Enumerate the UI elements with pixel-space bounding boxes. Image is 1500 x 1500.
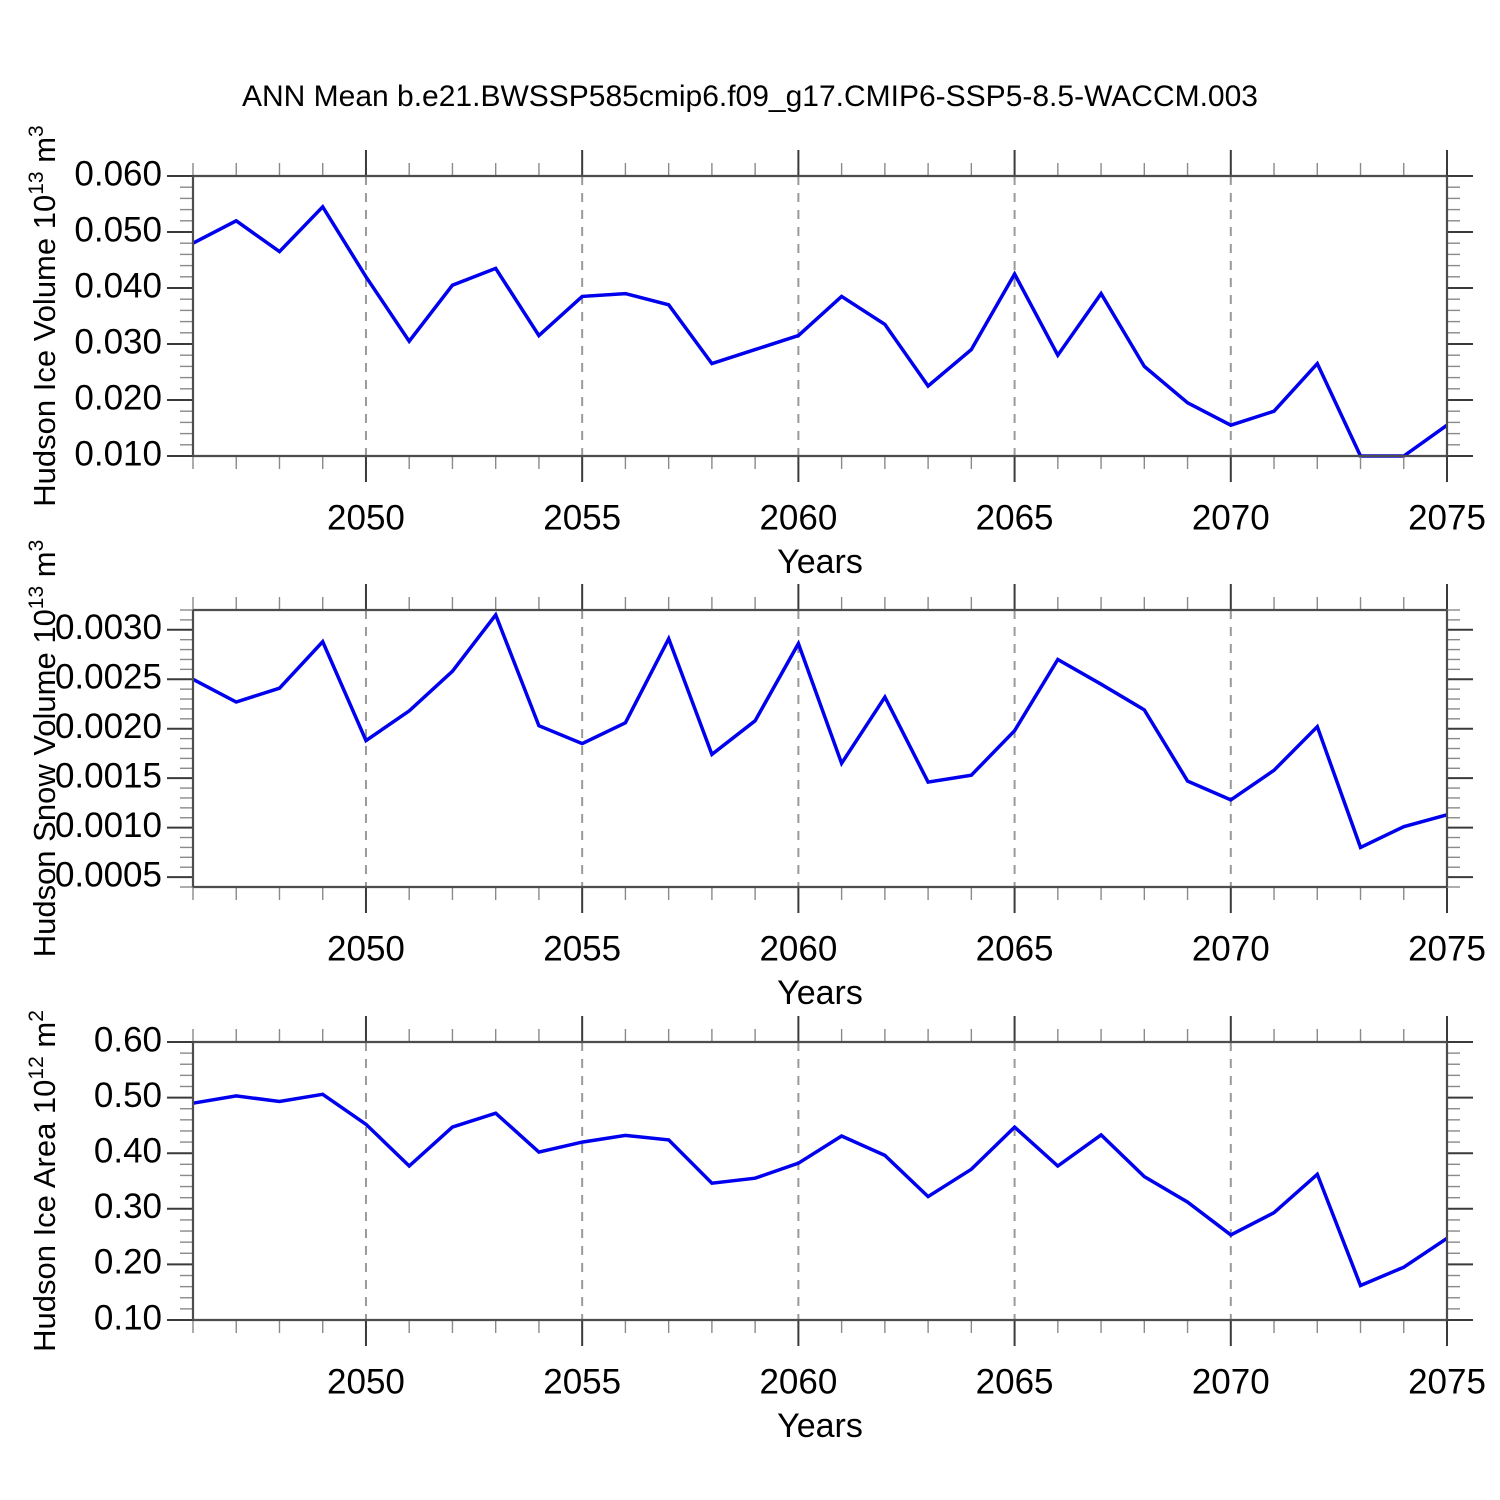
x-tick-label: 2050: [327, 929, 405, 968]
x-tick-label: 2075: [1408, 929, 1486, 968]
y-tick-label: 0.60: [94, 1020, 162, 1059]
x-tick-label: 2065: [976, 1362, 1054, 1401]
x-tick-label: 2065: [976, 929, 1054, 968]
series-line-panel2: [192, 611, 1448, 850]
y-tick-label: 0.050: [74, 210, 162, 249]
y-tick-label: 0.20: [94, 1243, 162, 1282]
y-tick-label: 0.010: [74, 434, 162, 473]
x-tick-label: 2050: [327, 498, 405, 537]
x-axis-title: Years: [777, 974, 863, 1012]
x-tick-label: 2070: [1192, 498, 1270, 537]
series-line-panel3: [192, 1092, 1448, 1288]
x-tick-label: 2055: [543, 929, 621, 968]
y-tick-label: 0.0010: [55, 806, 162, 845]
x-tick-label: 2055: [543, 498, 621, 537]
series-line-panel1: [192, 203, 1449, 458]
y-tick-label: 0.0005: [55, 855, 162, 894]
y-tick-label: 0.0030: [55, 608, 162, 647]
figure-title: ANN Mean b.e21.BWSSP585cmip6.f09_g17.CMI…: [241, 80, 1258, 113]
y-tick-label: 0.40: [94, 1131, 162, 1170]
y-tick-label: 0.030: [74, 322, 162, 361]
x-axis-title: Years: [777, 543, 863, 581]
x-tick-label: 2075: [1408, 1362, 1486, 1401]
x-tick-label: 2055: [543, 1362, 621, 1401]
x-tick-label: 2050: [327, 1362, 405, 1401]
y-tick-label: 0.0025: [55, 658, 162, 697]
y-tick-label: 0.50: [94, 1076, 162, 1115]
x-tick-label: 2075: [1408, 498, 1486, 537]
x-tick-label: 2070: [1192, 929, 1270, 968]
x-tick-label: 2060: [759, 498, 837, 537]
y-tick-label: 0.0020: [55, 707, 162, 746]
y-tick-label: 0.040: [74, 266, 162, 305]
y-axis-title: Hudson Snow Volume 1013 m3: [25, 540, 62, 958]
x-tick-label: 2060: [759, 929, 837, 968]
x-tick-label: 2070: [1192, 1362, 1270, 1401]
x-tick-label: 2060: [759, 1362, 837, 1401]
y-tick-label: 0.10: [94, 1298, 162, 1337]
y-tick-label: 0.020: [74, 378, 162, 417]
x-tick-label: 2065: [976, 498, 1054, 537]
y-axis-title: Hudson Ice Area 1012 m2: [25, 1010, 62, 1352]
y-tick-label: 0.0015: [55, 756, 162, 795]
y-tick-label: 0.30: [94, 1187, 162, 1226]
y-tick-label: 0.060: [74, 154, 162, 193]
x-axis-title: Years: [777, 1407, 863, 1445]
y-axis-title: Hudson Ice Volume 1013 m3: [25, 125, 62, 506]
